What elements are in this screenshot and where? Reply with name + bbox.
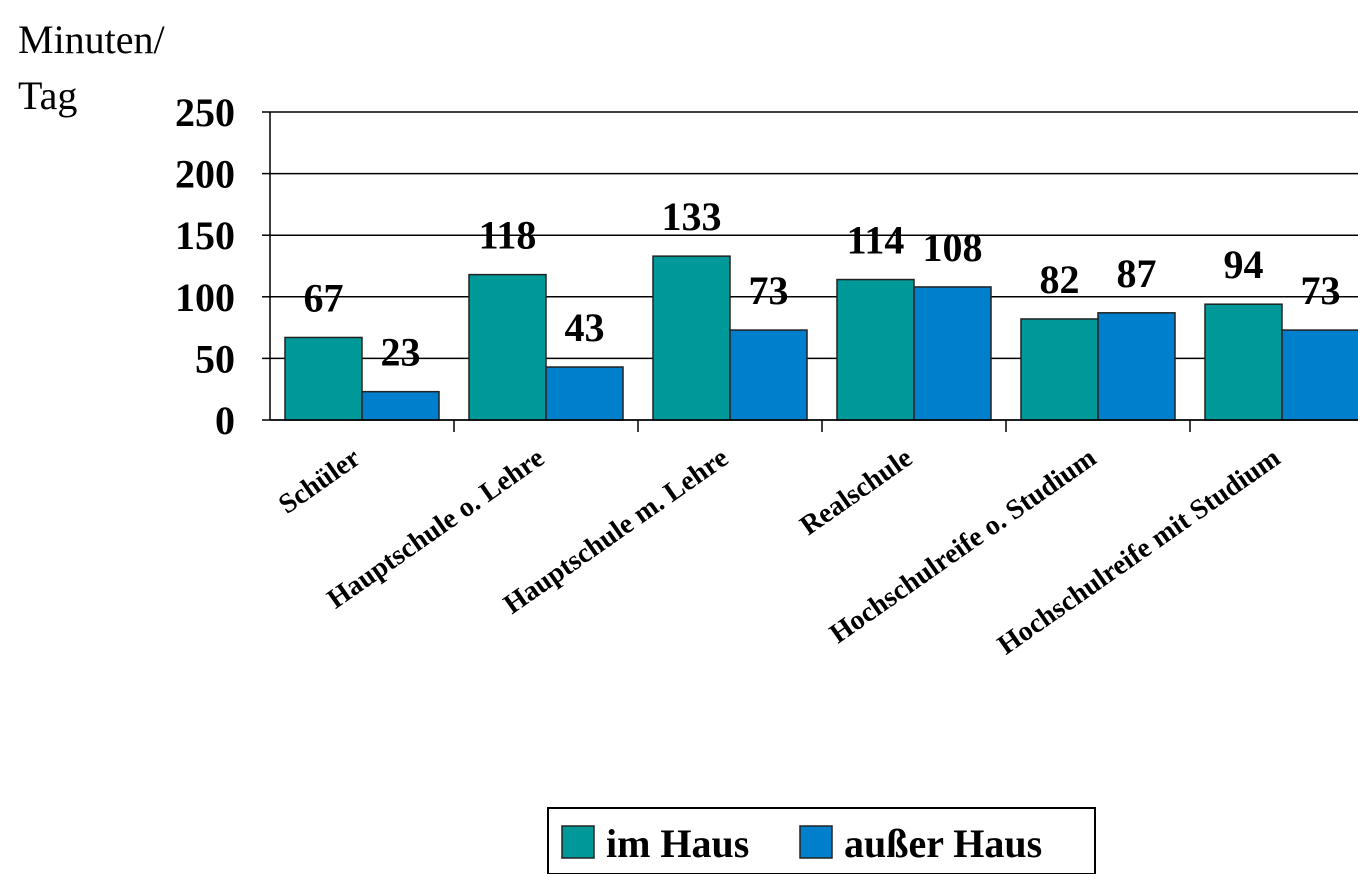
y-tick-label: 50 (195, 336, 235, 381)
data-label: 87 (1117, 251, 1157, 296)
bar (652, 255, 731, 421)
y-tick-label: 0 (215, 398, 235, 443)
data-label: 82 (1040, 257, 1080, 302)
data-label: 73 (749, 268, 789, 313)
data-label: 94 (1224, 242, 1264, 287)
bar (545, 366, 624, 421)
bar (284, 336, 363, 421)
data-label: 114 (847, 218, 905, 263)
y-axis-label: Minuten/ Tag (18, 17, 165, 118)
bar (836, 278, 915, 421)
data-label: 133 (662, 194, 722, 239)
legend-label: im Haus (606, 821, 749, 866)
data-label: 67 (304, 275, 344, 320)
x-tick-label: Realschule (794, 442, 918, 541)
y-tick-label: 250 (175, 90, 235, 135)
bar (1020, 318, 1099, 421)
y-tick-label: 150 (175, 213, 235, 258)
data-label: 108 (923, 225, 983, 270)
data-label: 73 (1301, 268, 1341, 313)
bar (729, 329, 808, 421)
data-label: 23 (381, 330, 421, 375)
legend-label: außer Haus (844, 821, 1042, 866)
x-tick-label: Schüler (273, 442, 366, 520)
bar (1281, 329, 1358, 421)
y-tick-label: 100 (175, 275, 235, 320)
bar (468, 273, 547, 421)
data-label: 118 (479, 213, 537, 258)
data-label: 43 (565, 305, 605, 350)
bar (1097, 312, 1176, 421)
legend-swatch (561, 825, 595, 859)
legend-box (547, 807, 1096, 874)
y-tick-label: 200 (175, 152, 235, 197)
bar (1204, 303, 1283, 421)
legend-swatch (799, 825, 833, 859)
bar (361, 390, 440, 421)
bar (913, 286, 992, 421)
